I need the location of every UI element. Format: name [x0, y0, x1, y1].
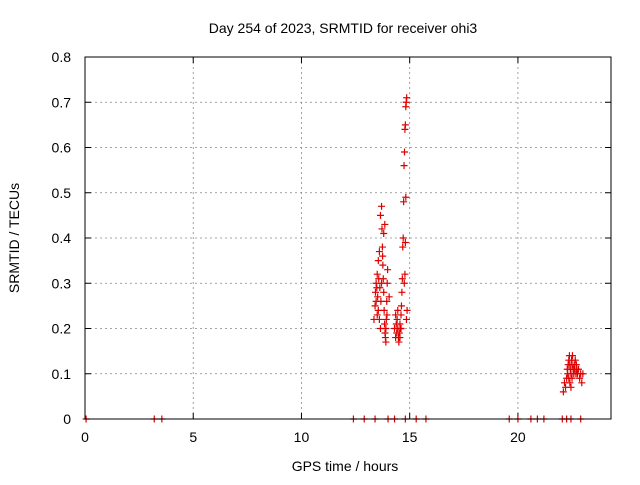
data-point [400, 198, 408, 206]
data-point [398, 275, 406, 283]
data-point [403, 94, 411, 102]
x-tick-label: 20 [510, 429, 526, 445]
data-point [381, 320, 389, 328]
data-point [385, 293, 393, 301]
data-point [383, 311, 391, 319]
y-tick-label: 0.6 [52, 140, 72, 156]
data-point [378, 243, 386, 251]
data-point [392, 311, 400, 319]
data-point [397, 325, 405, 332]
data-point [376, 325, 384, 332]
plot-frame [84, 56, 612, 420]
data-point [401, 121, 409, 129]
data-points [82, 94, 587, 423]
data-point [378, 202, 386, 210]
y-tick-label: 0.1 [52, 366, 72, 382]
data-point [575, 365, 583, 373]
data-point [380, 306, 388, 314]
data-point [379, 252, 387, 260]
data-point [378, 225, 386, 233]
data-point [394, 306, 402, 314]
x-tick-label: 10 [294, 429, 310, 445]
data-point [571, 356, 579, 364]
data-point [375, 315, 383, 323]
x-axis-label: GPS time / hours [292, 458, 399, 474]
data-point [395, 338, 403, 346]
data-point [375, 248, 383, 256]
data-point [399, 234, 407, 242]
data-point [400, 279, 408, 287]
chart-title: Day 254 of 2023, SRMTID for receiver ohi… [209, 20, 478, 36]
axis-ticks: 0 0.1 0.2 0.3 0.4 0.5 0.6 0.7 0.8 0 5 10 15 20 [52, 49, 611, 445]
data-point [566, 379, 574, 387]
data-point [400, 162, 408, 170]
data-point [376, 211, 384, 219]
data-point [378, 279, 386, 287]
y-tick-label: 0.5 [52, 185, 72, 201]
data-point [576, 374, 584, 382]
data-point [381, 220, 389, 228]
y-tick-label: 0.8 [52, 49, 72, 65]
y-tick-label: 0.4 [52, 230, 72, 246]
data-point [568, 352, 576, 360]
x-tick-label: 5 [189, 429, 197, 445]
data-point [372, 297, 380, 305]
data-point [403, 306, 411, 314]
data-point [371, 288, 379, 296]
data-point [567, 383, 575, 391]
data-point [402, 193, 410, 201]
data-point [401, 270, 409, 278]
data-point [393, 315, 401, 323]
data-point [374, 293, 382, 301]
y-tick-label: 0.7 [52, 94, 72, 110]
data-point [384, 266, 392, 274]
y-tick-label: 0.3 [52, 275, 72, 291]
data-point [578, 379, 586, 387]
y-axis-label: SRMTID / TECUs [6, 183, 22, 293]
data-point [376, 284, 384, 292]
data-point [380, 229, 388, 237]
data-point [374, 257, 382, 265]
data-point [568, 374, 576, 382]
data-point [395, 329, 403, 337]
data-point [379, 261, 387, 269]
y-tick-label: 0 [63, 411, 71, 427]
x-tick-label: 0 [81, 429, 89, 445]
data-point [396, 334, 404, 342]
data-point [579, 370, 587, 378]
data-point [380, 288, 388, 296]
data-point [400, 148, 408, 156]
data-point [382, 338, 390, 346]
grid-lines [85, 57, 611, 419]
data-point [401, 239, 409, 247]
y-tick-label: 0.2 [52, 321, 72, 337]
data-point [374, 306, 382, 314]
data-point [379, 275, 387, 283]
data-point [397, 302, 405, 310]
data-point [371, 302, 379, 310]
data-point [398, 288, 406, 296]
data-point [396, 320, 404, 328]
data-point [402, 315, 410, 323]
data-point [382, 315, 390, 323]
data-point [373, 311, 381, 319]
data-point [383, 297, 391, 305]
x-tick-label: 15 [402, 429, 418, 445]
data-point [373, 270, 381, 278]
data-point [559, 388, 567, 396]
data-point [399, 243, 407, 251]
